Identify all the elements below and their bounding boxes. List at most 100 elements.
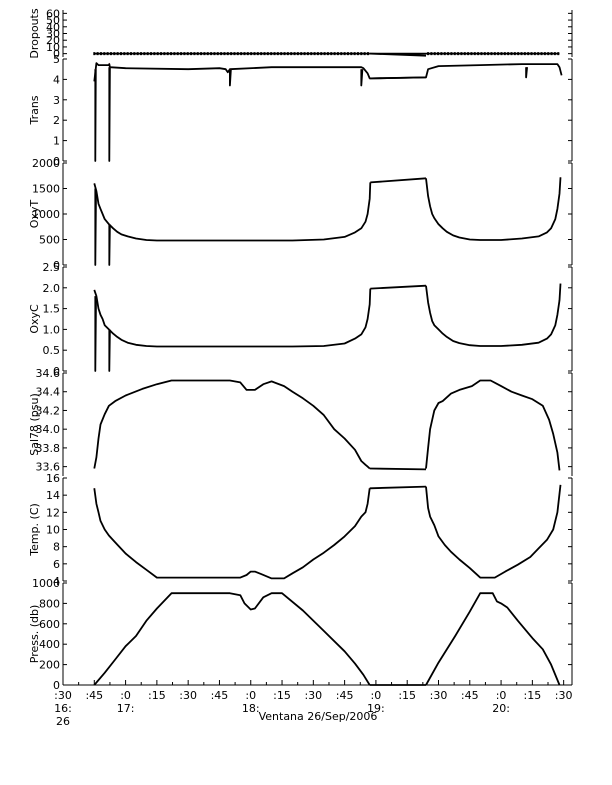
dropout-marker [243,52,246,56]
series-line [108,329,111,372]
series-line [94,188,97,266]
dropout-marker [150,52,153,56]
series-line [93,288,372,348]
dropout-marker [143,52,146,56]
y-tick-label: 8 [53,541,60,554]
x-tick-label: :0 [496,689,507,702]
dropout-marker [437,52,440,56]
y-tick-label: 400 [39,638,60,651]
y-axis-label: OxyC [28,304,41,334]
dropout-marker [443,52,446,56]
dropout-marker [293,52,296,56]
dropout-marker [530,52,533,56]
dropout-marker [497,52,500,56]
series-line-red [93,592,371,686]
y-tick-label: 40 [46,21,60,34]
dropout-marker [130,52,133,56]
dropout-marker [517,52,520,56]
dropout-marker [540,52,543,56]
x-tick-label: :0 [120,689,131,702]
dropout-marker [283,52,286,56]
dropout-marker [477,52,480,56]
dropout-marker [250,52,253,56]
dropout-marker [126,52,129,56]
dropout-marker [240,52,243,56]
dropout-marker [213,52,216,56]
y-tick-label: 14 [46,489,60,502]
series-line-red [93,288,371,347]
y-tick-label: 4 [53,575,60,588]
x-tick-label: :45 [336,689,354,702]
dropout-marker [487,52,490,56]
dropout-marker [326,52,329,56]
series-line [93,488,371,580]
dropout-marker [136,52,139,56]
dropout-marker [123,52,126,56]
dropout-marker [196,52,199,56]
dropout-marker [266,52,269,56]
dropout-marker [493,52,496,56]
dropout-marker [306,52,309,56]
dropout-marker [547,52,550,56]
dropout-marker [550,52,553,56]
dropout-marker [520,52,523,56]
dropout-marker [140,52,143,56]
x-tick-label: :30 [555,689,573,702]
series-line [108,67,111,162]
dropout-marker [190,52,193,56]
y-tick-label: 0 [53,679,60,692]
dropout-marker [93,52,96,56]
dropout-marker [226,52,229,56]
x-axis-title: Ventana 26/Sep/2006 [259,710,378,723]
dropout-marker [433,52,436,56]
x-tick-label: :45 [211,689,229,702]
dropout-marker [103,52,106,56]
series-line [425,283,562,347]
x-tick-label: :15 [273,689,291,702]
dropout-marker [350,52,353,56]
dropout-marker [180,52,183,56]
dropout-marker [460,52,463,56]
y-tick-label: 33.6 [36,461,61,474]
dropout-marker [363,52,366,56]
dropout-marker [173,52,176,56]
dropout-marker [360,52,363,56]
series-line [525,67,528,79]
x-axis: :30:45:0:15:30:45:0:15:30:45:0:15:30:45:… [54,680,573,728]
y-tick-label: 34.0 [36,423,61,436]
dropout-marker [280,52,283,56]
series-line [360,69,364,87]
series-line [228,69,232,87]
x-hour-label: 17: [117,702,135,715]
dropout-marker [99,52,102,56]
series-line [93,62,563,82]
series-line [425,592,561,686]
dropout-marker [353,52,356,56]
dropout-marker [263,52,266,56]
x-tick-label: :30 [54,689,72,702]
series-line [425,484,562,579]
dropout-marker [527,52,530,56]
dropout-marker [206,52,209,56]
x-tick-label: :15 [524,689,542,702]
dropout-marker [523,52,526,56]
dropout-marker [200,52,203,56]
x-hour-label: 20: [492,702,510,715]
dropout-marker [440,52,443,56]
dropout-marker [133,52,136,56]
y-tick-label: 34.4 [36,386,61,399]
x-hour-label: 19: [367,702,385,715]
y-tick-label: 1000 [32,208,60,221]
y-tick-label: 10 [46,524,60,537]
dropout-marker [473,52,476,56]
dropout-marker [313,52,316,56]
dropout-marker [170,52,173,56]
y-tick-label: 30 [46,28,60,41]
dropout-marker [450,52,453,56]
dropout-marker [333,52,336,56]
y-tick-label: 1500 [32,183,60,196]
dropout-marker [286,52,289,56]
y-tick-label: 800 [39,597,60,610]
